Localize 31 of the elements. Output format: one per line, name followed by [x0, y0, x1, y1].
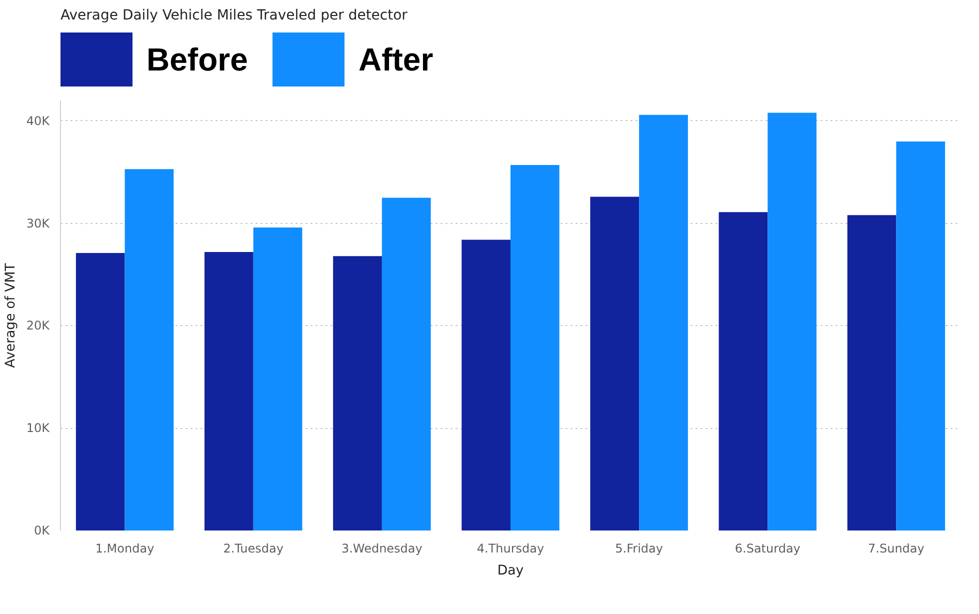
bar — [124, 169, 174, 530]
x-axis-title: Day — [497, 564, 524, 578]
bar — [462, 240, 510, 530]
x-tick-label: 1.Monday — [95, 542, 154, 556]
y-axis-title: Average of VMT — [3, 262, 18, 368]
bar — [204, 252, 254, 530]
bar — [847, 215, 896, 530]
y-tick-label: 40K — [26, 114, 51, 128]
y-tick-label: 20K — [26, 318, 51, 333]
y-tick-label: 0K — [34, 524, 51, 538]
legend-label: After — [358, 42, 434, 78]
bar — [590, 196, 640, 530]
bar — [896, 141, 946, 530]
y-tick-label: 30K — [26, 216, 51, 230]
x-tick-label: 4.Thursday — [476, 542, 544, 556]
bar — [718, 212, 768, 530]
legend-label: Before — [146, 42, 248, 78]
bar — [382, 198, 431, 530]
bar — [510, 165, 560, 530]
x-tick-label: 6.Saturday — [734, 542, 800, 556]
x-tick-label: 2.Tuesday — [223, 542, 284, 556]
x-tick-label: 5.Friday — [615, 542, 663, 556]
x-tick-label: 7.Sunday — [868, 542, 924, 556]
y-tick-label: 10K — [26, 421, 51, 436]
bar — [253, 227, 302, 530]
bar — [768, 112, 816, 530]
bar — [333, 256, 382, 530]
bar — [639, 114, 688, 530]
bar — [76, 253, 125, 530]
chart-title: Average Daily Vehicle Miles Traveled per detector — [60, 8, 408, 24]
x-tick-label: 3.Wednesday — [341, 542, 422, 556]
